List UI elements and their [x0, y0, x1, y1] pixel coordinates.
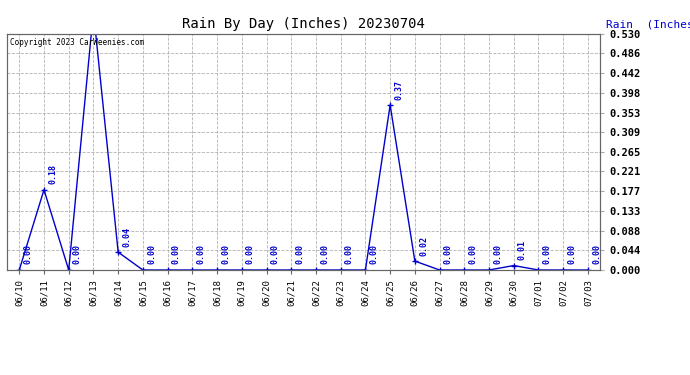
Text: 0.00: 0.00: [270, 244, 279, 264]
Text: 0.58: 0.58: [0, 374, 1, 375]
Text: 0.00: 0.00: [73, 244, 82, 264]
Text: 0.00: 0.00: [221, 244, 230, 264]
Text: 0.00: 0.00: [320, 244, 329, 264]
Text: 0.00: 0.00: [23, 244, 32, 264]
Text: 0.37: 0.37: [394, 80, 403, 99]
Text: 0.00: 0.00: [567, 244, 576, 264]
Text: 0.00: 0.00: [469, 244, 477, 264]
Text: 0.00: 0.00: [370, 244, 379, 264]
Title: Rain By Day (Inches) 20230704: Rain By Day (Inches) 20230704: [182, 17, 425, 31]
Text: 0.00: 0.00: [172, 244, 181, 264]
Text: 0.02: 0.02: [419, 236, 428, 255]
Text: 0.00: 0.00: [345, 244, 354, 264]
Text: 0.00: 0.00: [493, 244, 502, 264]
Text: 0.00: 0.00: [246, 244, 255, 264]
Text: 0.04: 0.04: [122, 226, 131, 247]
Text: 0.00: 0.00: [542, 244, 551, 264]
Text: 0.00: 0.00: [147, 244, 156, 264]
Text: 0.00: 0.00: [197, 244, 206, 264]
Text: 0.01: 0.01: [518, 240, 527, 260]
Text: Copyright 2023 CarWeenies.com: Copyright 2023 CarWeenies.com: [10, 39, 144, 48]
Text: 0.00: 0.00: [295, 244, 304, 264]
Text: 0.00: 0.00: [444, 244, 453, 264]
Text: 0.00: 0.00: [592, 244, 601, 264]
Text: Rain  (Inches): Rain (Inches): [607, 19, 690, 29]
Text: 0.18: 0.18: [48, 164, 57, 184]
